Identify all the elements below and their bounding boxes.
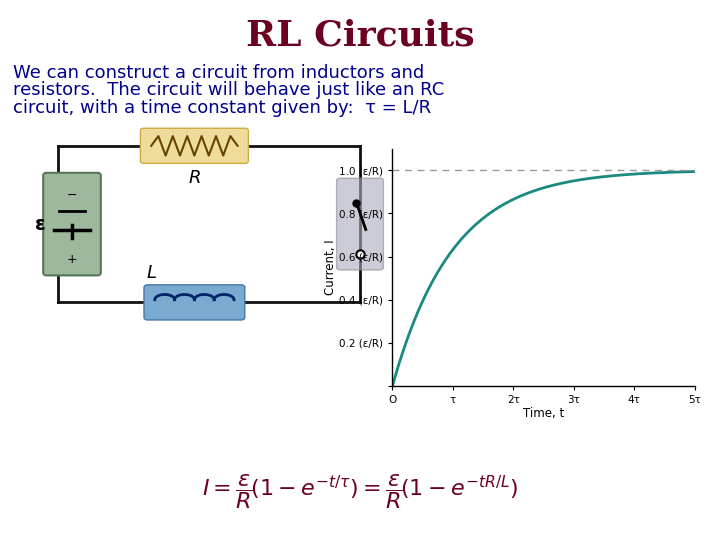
FancyBboxPatch shape <box>140 128 248 163</box>
Text: $+$: $+$ <box>66 253 78 266</box>
Text: $\mathbf{\varepsilon}$: $\mathbf{\varepsilon}$ <box>34 214 45 234</box>
FancyBboxPatch shape <box>43 173 101 275</box>
Text: circuit, with a time constant given by:  τ = L/R: circuit, with a time constant given by: … <box>13 99 431 117</box>
Text: RL Circuits: RL Circuits <box>246 18 474 52</box>
Text: We can construct a circuit from inductors and: We can construct a circuit from inductor… <box>13 64 424 82</box>
FancyBboxPatch shape <box>336 178 383 270</box>
Text: $-$: $-$ <box>66 188 78 201</box>
Text: $I = \dfrac{\varepsilon}{R}\!\left(1 - e^{-t/\tau}\right) = \dfrac{\varepsilon}{: $I = \dfrac{\varepsilon}{R}\!\left(1 - e… <box>202 472 518 511</box>
Text: $L$: $L$ <box>145 264 157 282</box>
Text: resistors.  The circuit will behave just like an RC: resistors. The circuit will behave just … <box>13 81 444 99</box>
Y-axis label: Current, I: Current, I <box>323 239 336 295</box>
X-axis label: Time, t: Time, t <box>523 407 564 420</box>
FancyBboxPatch shape <box>144 285 245 320</box>
Text: $R$: $R$ <box>188 169 201 187</box>
